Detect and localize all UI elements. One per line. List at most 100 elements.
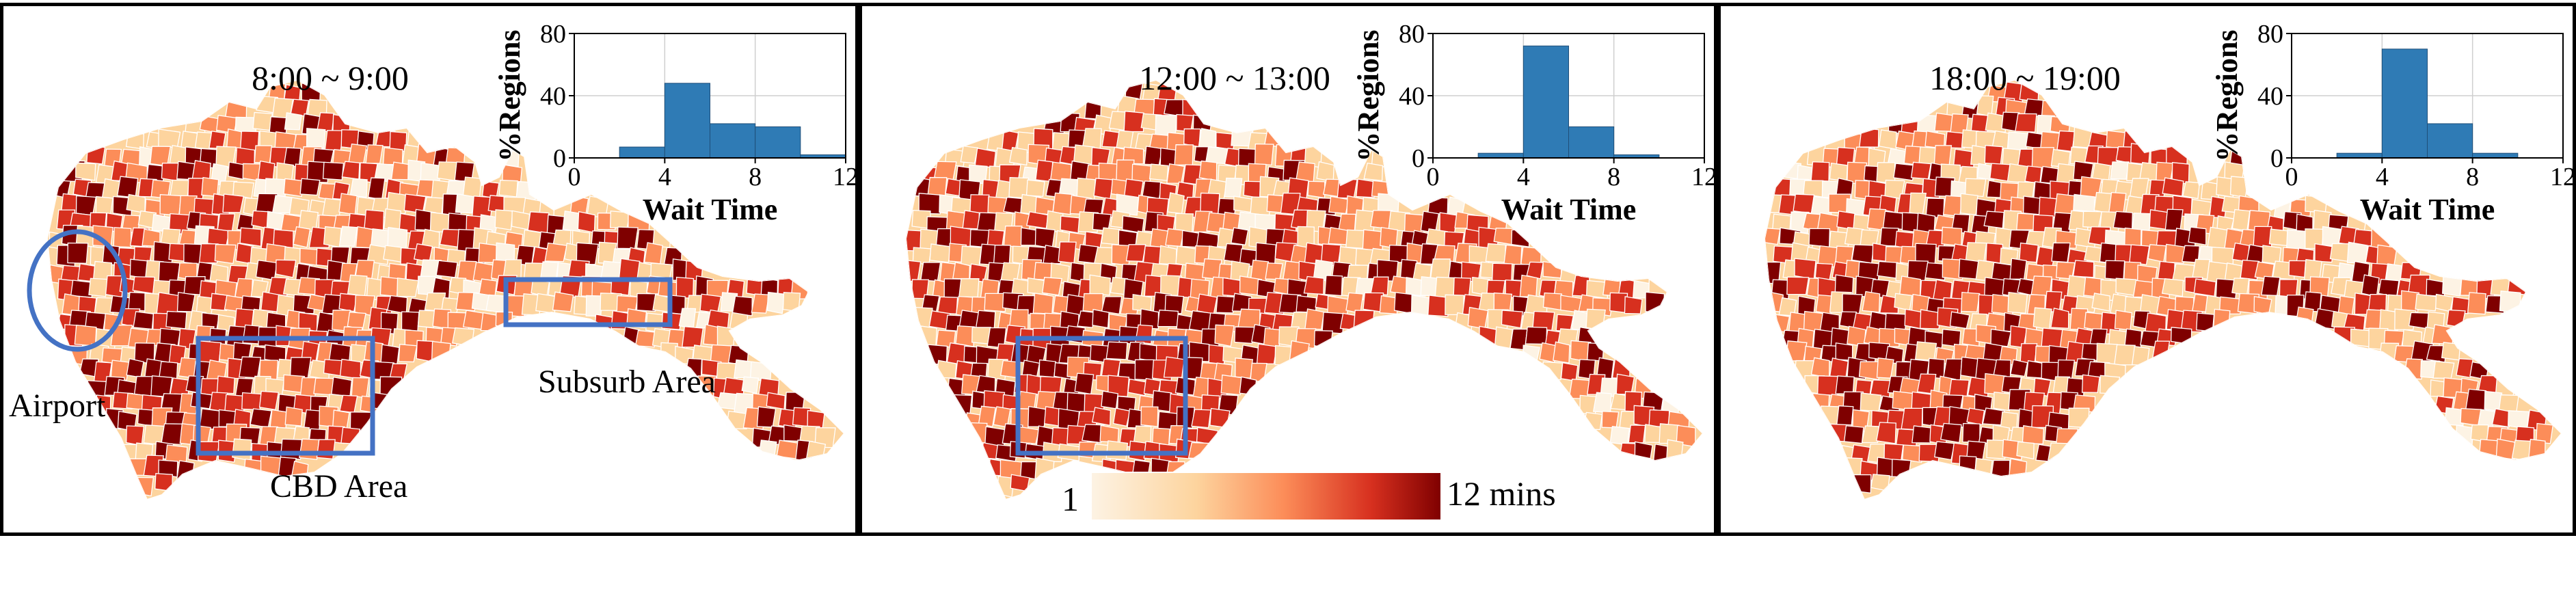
region-cell (1183, 128, 1201, 148)
region-cell (2495, 438, 2516, 460)
x-tick-label: 8 (749, 163, 762, 191)
x-tick-label: 12 (2550, 163, 2576, 191)
region-cell (338, 293, 358, 312)
region-cell (1877, 260, 1899, 279)
region-cell (338, 226, 358, 247)
region-cell (1914, 341, 1937, 362)
region-cell (1910, 161, 1932, 180)
time-label: 8:00 ~ 9:00 (252, 59, 409, 97)
x-tick-label: 0 (1427, 163, 1440, 191)
region-cell (1882, 211, 1906, 230)
region-cell (1405, 277, 1426, 297)
region-cell (386, 191, 409, 215)
region-cell (2010, 359, 2028, 377)
region-cell (2367, 294, 2387, 312)
region-cell (1949, 311, 1970, 329)
region-cell (678, 308, 697, 329)
region-cell (2073, 193, 2095, 213)
region-cell (2379, 309, 2399, 332)
region-cell (2051, 242, 2071, 263)
region-cell (1891, 459, 1911, 478)
region-cell (1105, 341, 1128, 360)
region-cell (431, 340, 451, 364)
region-cell (2019, 242, 2039, 263)
region-cell (1112, 407, 1131, 427)
region-cell (2112, 211, 2133, 230)
region-cell (1974, 457, 1993, 479)
cbd-marker (1015, 336, 1188, 456)
region-cell (1835, 375, 1855, 395)
colorbar-min-label: 1 (1062, 480, 1079, 518)
region-cell (2131, 346, 2150, 366)
region-cell (232, 438, 252, 461)
region-cell (1628, 424, 1646, 444)
region-cell (364, 209, 385, 232)
region-cell (643, 242, 663, 265)
region-cell (1303, 275, 1324, 295)
region-cell (439, 228, 460, 248)
region-cell (1077, 310, 1096, 328)
region-cell (1786, 276, 1810, 295)
region-cell (1862, 291, 1881, 313)
y-tick-label: 80 (540, 20, 566, 49)
region-cell (1140, 406, 1159, 427)
region-cell (1101, 358, 1121, 379)
region-cell (86, 144, 106, 165)
region-cell (805, 440, 827, 463)
region-cell (1025, 211, 1049, 229)
region-cell (1243, 180, 1261, 199)
region-cell (2072, 260, 2095, 278)
region-cell (1553, 341, 1570, 364)
region-cell (2157, 260, 2175, 282)
region-cell (386, 295, 408, 314)
y-tick-label: 40 (540, 82, 566, 111)
histogram-bar (1477, 152, 1524, 159)
region-cell (1017, 426, 1040, 444)
region-cell (1634, 441, 1653, 459)
region-cell (239, 227, 262, 247)
region-cell (1592, 392, 1612, 414)
region-cell (2015, 113, 2037, 133)
region-cell (158, 129, 181, 148)
region-cell (2240, 259, 2260, 280)
region-cell (984, 293, 1006, 312)
region-cell (729, 312, 749, 334)
airport-label: Airport (9, 388, 106, 424)
region-cell (132, 276, 155, 295)
region-cell (1196, 293, 1218, 314)
region-cell (1860, 392, 1882, 412)
region-cell (2016, 441, 2035, 460)
region-cell (2478, 439, 2499, 460)
x-tick-label: 12 (833, 163, 859, 191)
region-cell (1525, 326, 1548, 345)
region-cell (1453, 277, 1472, 297)
region-cell (1986, 439, 2007, 459)
region-cell (962, 210, 980, 230)
region-cell (382, 147, 403, 165)
region-cell (1032, 293, 1054, 314)
region-cell (2467, 292, 2486, 315)
histogram-bar (2381, 49, 2428, 159)
region-cell (2295, 306, 2314, 329)
suburb-label: Subsurb Area (538, 364, 716, 400)
region-cell (1892, 390, 1914, 411)
region-cell (1961, 291, 1981, 312)
region-cell (1324, 275, 1343, 297)
region-cell (1307, 180, 1326, 199)
region-cell (1934, 441, 1955, 461)
region-cell (2231, 208, 2251, 232)
region-cell (2113, 344, 2136, 366)
region-cell (2022, 424, 2045, 445)
region-cell (1092, 308, 1110, 329)
region-cell (1328, 226, 1350, 245)
region-cell (1223, 243, 1244, 264)
region-cell (413, 243, 433, 262)
region-cell (1034, 227, 1056, 249)
y-tick-label: 80 (2257, 20, 2283, 49)
region-cell (494, 209, 513, 231)
region-cell (1353, 310, 1375, 333)
region-cell (1861, 425, 1879, 444)
region-cell (1235, 358, 1254, 379)
region-cell (1093, 178, 1114, 200)
